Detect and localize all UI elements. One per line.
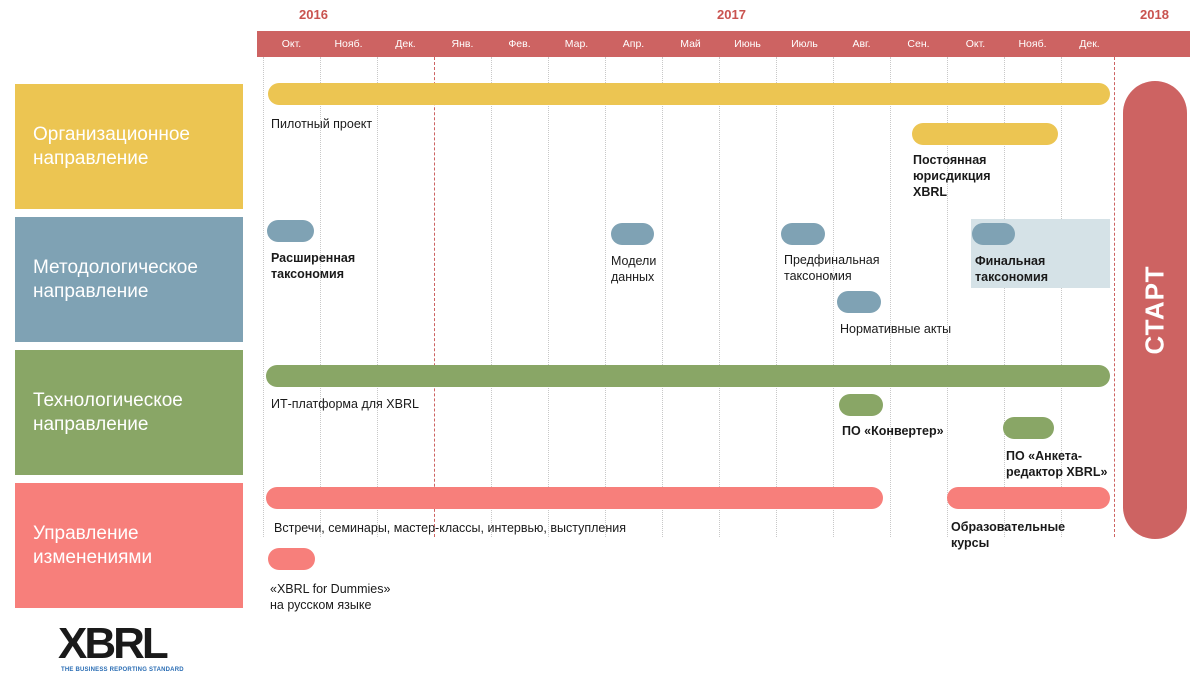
grid-line (947, 57, 948, 537)
dummies-bar (268, 548, 315, 570)
converter-label: ПО «Конвертер» (842, 424, 944, 438)
start-pill: СТАРТ (1123, 81, 1187, 539)
data-models-label: Модели данных (611, 254, 657, 284)
category-label: Организационное направление (33, 123, 190, 169)
month-label: Апр. (622, 38, 645, 50)
month-label: Мар. (564, 38, 589, 50)
category-label: Методологическое направление (33, 256, 198, 302)
category-label: Управление изменениями (33, 522, 153, 568)
pilot-project-label: Пилотный проект (271, 117, 373, 131)
category-change-management: Управление изменениями (15, 483, 243, 608)
grid-line (377, 57, 378, 537)
month-label: Сен. (907, 38, 930, 50)
courses-bar (947, 487, 1110, 509)
year-label-2017: 2017 (717, 7, 746, 22)
converter-bar (839, 394, 883, 416)
xbrl-logo-tagline: THE BUSINESS REPORTING STANDARD (61, 667, 184, 673)
normative-acts-label: Нормативные акты (840, 322, 952, 336)
month-label: Нояб. (334, 38, 363, 50)
courses-label: Образовательные курсы (951, 520, 1066, 550)
month-label: Май (680, 38, 701, 50)
survey-editor-label: ПО «Анкета- редактор XBRL» (1006, 449, 1108, 479)
extended-taxonomy-bar (267, 220, 314, 242)
grid-line (605, 57, 606, 537)
jurisdiction-bar (912, 123, 1058, 145)
extended-taxonomy-label: Расширенная таксономия (271, 251, 356, 281)
grid-line (263, 57, 264, 537)
grid-line (491, 57, 492, 537)
month-label: Фев. (508, 38, 531, 50)
meetings-bar (266, 487, 883, 509)
category-label: Технологическое направление (33, 389, 183, 435)
grid-line (719, 57, 720, 537)
month-label: Окт. (965, 38, 986, 50)
category-methodological: Методологическое направление (15, 217, 243, 342)
month-header-bar: Окт. Нояб. Дек. Янв. Фев. Мар. Апр. Май … (257, 31, 1190, 57)
xbrl-logo: XBRL THE BUSINESS REPORTING STANDARD (58, 622, 193, 677)
prefinal-taxonomy-label: Предфинальная таксономия (784, 253, 880, 283)
normative-acts-bar (837, 291, 881, 313)
data-models-bar (611, 223, 654, 245)
pilot-project-bar (268, 83, 1110, 105)
grid-line (662, 57, 663, 537)
year-divider-line (1114, 57, 1115, 537)
month-label: Июнь (734, 38, 761, 50)
grid-line (776, 57, 777, 537)
month-label: Нояб. (1018, 38, 1047, 50)
prefinal-taxonomy-bar (781, 223, 825, 245)
grid-line (1004, 57, 1005, 537)
year-label-2016: 2016 (299, 7, 328, 22)
grid-line (548, 57, 549, 537)
month-label: Окт. (281, 38, 302, 50)
month-label: Дек. (1079, 38, 1100, 50)
jurisdiction-label: Постоянная юрисдикция XBRL (913, 153, 991, 199)
year-label-2018: 2018 (1140, 7, 1169, 22)
grid-line (1061, 57, 1062, 537)
year-divider-line (434, 57, 435, 537)
meetings-label: Встречи, семинары, мастер-классы, интерв… (274, 521, 626, 535)
grid-line (890, 57, 891, 537)
grid-line (320, 57, 321, 537)
month-label: Дек. (395, 38, 416, 50)
grid-line (833, 57, 834, 537)
dummies-label: «XBRL for Dummies» на русском языке (270, 582, 391, 612)
it-platform-label: ИТ-платформа для XBRL (271, 397, 419, 411)
survey-editor-bar (1003, 417, 1054, 439)
month-label: Июль (791, 38, 818, 50)
xbrl-logo-text: XBRL (58, 619, 169, 668)
it-platform-bar (266, 365, 1110, 387)
final-taxonomy-bar (972, 223, 1015, 245)
final-taxonomy-label: Финальная таксономия (975, 254, 1048, 284)
month-label: Авг. (852, 38, 871, 50)
category-technological: Технологическое направление (15, 350, 243, 475)
category-organizational: Организационное направление (15, 84, 243, 209)
month-label: Янв. (451, 38, 474, 50)
start-label: СТАРТ (1139, 265, 1170, 355)
